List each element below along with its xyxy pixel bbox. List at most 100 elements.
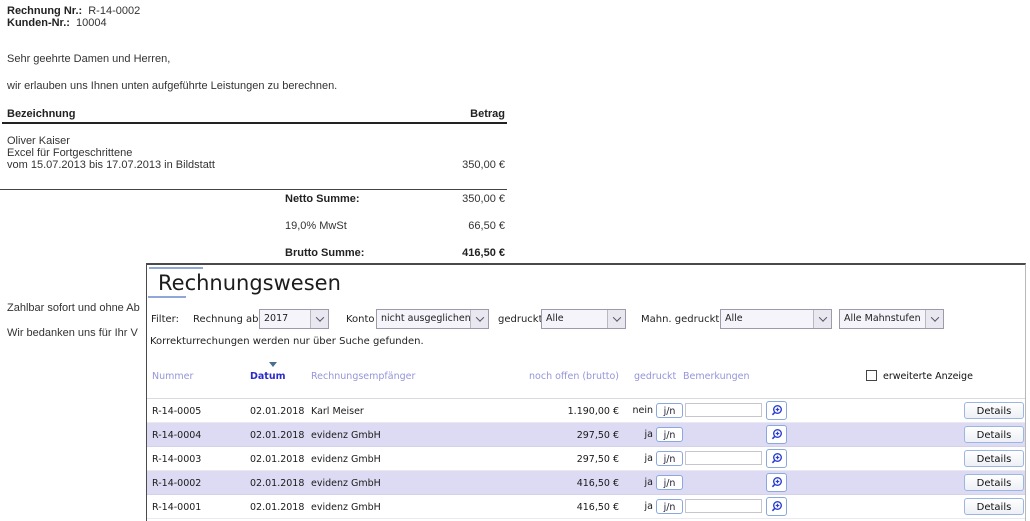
cell-datum: 02.01.2018 bbox=[250, 406, 305, 417]
jn-toggle-button[interactable]: j/n bbox=[656, 499, 683, 514]
mahnstufen-select[interactable]: Alle Mahnstufen bbox=[839, 309, 944, 329]
details-button[interactable]: Details bbox=[964, 474, 1024, 491]
cell-nummer: R-14-0002 bbox=[152, 478, 202, 489]
chevron-down-icon bbox=[925, 310, 943, 328]
rechnung-ab-value: 2017 bbox=[264, 313, 289, 324]
cell-nummer: R-14-0003 bbox=[152, 454, 202, 465]
netto-label: Netto Summe: bbox=[285, 193, 360, 205]
details-button[interactable]: Details bbox=[964, 498, 1024, 515]
details-button[interactable]: Details bbox=[964, 402, 1024, 419]
filter-mahn-gedruckt-label: Mahn. gedruckt bbox=[641, 314, 720, 325]
cell-offen-brutto: 416,50 € bbox=[576, 502, 619, 513]
invoice-number-label: Rechnung Nr.: bbox=[7, 5, 83, 17]
customer-number-line: Kunden-Nr.: 10004 bbox=[7, 17, 107, 29]
chevron-down-icon bbox=[470, 310, 488, 328]
jn-toggle-button[interactable]: j/n bbox=[656, 451, 683, 466]
cell-nummer: R-14-0004 bbox=[152, 430, 202, 441]
invoice-number-line: Rechnung Nr.: R-14-0002 bbox=[7, 5, 140, 17]
filter-gedruckt-label: gedruckt bbox=[498, 314, 543, 325]
cell-empfaenger: evidenz GmbH bbox=[311, 478, 381, 489]
magnifier-button[interactable] bbox=[766, 425, 787, 444]
gedruckt-select[interactable]: Alle bbox=[541, 309, 626, 329]
table-row: R-14-0001 02.01.2018 evidenz GmbH 416,50… bbox=[147, 495, 1025, 519]
magnifier-button[interactable] bbox=[766, 497, 787, 516]
jn-toggle-button[interactable]: j/n bbox=[656, 403, 683, 418]
magnifier-plus-icon bbox=[771, 453, 782, 464]
details-button[interactable]: Details bbox=[964, 426, 1024, 443]
item-line-1: Oliver Kaiser bbox=[7, 135, 70, 147]
chevron-down-icon bbox=[607, 310, 625, 328]
header-bemerkungen[interactable]: Bemerkungen bbox=[683, 371, 750, 382]
mahn-gedruckt-select[interactable]: Alle bbox=[720, 309, 832, 329]
erweiterte-anzeige-checkbox[interactable] bbox=[866, 370, 877, 381]
cell-offen-brutto: 1.190,00 € bbox=[567, 406, 619, 417]
cell-datum: 02.01.2018 bbox=[250, 454, 305, 465]
mwst-amount: 66,50 € bbox=[468, 220, 505, 232]
table-row: R-14-0005 02.01.2018 Karl Meiser 1.190,0… bbox=[147, 399, 1025, 423]
brutto-row: Brutto Summe: 416,50 € bbox=[285, 247, 505, 259]
cell-nummer: R-14-0001 bbox=[152, 502, 202, 513]
cell-gedruckt: ja bbox=[644, 477, 653, 488]
chevron-down-icon bbox=[813, 310, 831, 328]
mwst-label: 19,0% MwSt bbox=[285, 220, 347, 232]
item-line-3: vom 15.07.2013 bis 17.07.2013 in Bildsta… bbox=[7, 159, 215, 171]
payment-terms-line: Zahlbar sofort und ohne Ab bbox=[7, 302, 140, 314]
cell-gedruckt: ja bbox=[644, 429, 653, 440]
rechnungswesen-panel: Rechnungswesen Filter: Rechnung ab: 2017… bbox=[146, 263, 1026, 521]
title-accent-bottom bbox=[148, 296, 186, 298]
bemerkung-input[interactable] bbox=[685, 451, 762, 465]
netto-amount: 350,00 € bbox=[462, 193, 505, 205]
netto-row: Netto Summe: 350,00 € bbox=[285, 193, 505, 205]
magnifier-button[interactable] bbox=[766, 401, 787, 420]
rechnung-ab-select[interactable]: 2017 bbox=[259, 309, 329, 329]
konto-value: nicht ausgeglichen bbox=[381, 313, 470, 324]
header-datum[interactable]: Datum bbox=[250, 371, 286, 382]
filter-konto-label: Konto bbox=[346, 314, 375, 325]
panel-title: Rechnungswesen bbox=[158, 271, 341, 295]
magnifier-plus-icon bbox=[771, 477, 782, 488]
magnifier-plus-icon bbox=[771, 429, 782, 440]
magnifier-plus-icon bbox=[771, 405, 782, 416]
header-noch-offen-brutto[interactable]: noch offen (brutto) bbox=[529, 371, 619, 382]
cell-datum: 02.01.2018 bbox=[250, 502, 305, 513]
bemerkung-input[interactable] bbox=[685, 499, 762, 513]
magnifier-button[interactable] bbox=[766, 449, 787, 468]
details-button[interactable]: Details bbox=[964, 450, 1024, 467]
intro-text: wir erlauben uns Ihnen unten aufgeführte… bbox=[7, 80, 338, 92]
brutto-amount: 416,50 € bbox=[462, 247, 505, 259]
jn-toggle-button[interactable]: j/n bbox=[656, 475, 683, 490]
header-rechnungsempfaenger[interactable]: Rechnungsempfänger bbox=[311, 371, 416, 382]
thanks-line: Wir bedanken uns für Ihr V bbox=[7, 327, 138, 339]
totals-rule bbox=[0, 189, 507, 190]
table-row: R-14-0002 02.01.2018 evidenz GmbH 416,50… bbox=[147, 471, 1025, 495]
magnifier-plus-icon bbox=[771, 501, 782, 512]
mahn-gedruckt-value: Alle bbox=[725, 313, 743, 324]
mahnstufen-value: Alle Mahnstufen bbox=[844, 313, 921, 324]
header-nummer[interactable]: Nummer bbox=[152, 371, 194, 382]
title-accent-top bbox=[149, 267, 203, 269]
cell-empfaenger: evidenz GmbH bbox=[311, 430, 381, 441]
cell-gedruckt: ja bbox=[644, 453, 653, 464]
cell-gedruckt: nein bbox=[632, 405, 653, 416]
bemerkung-input[interactable] bbox=[685, 403, 762, 417]
customer-number-value: 10004 bbox=[76, 17, 107, 29]
col-betrag: Betrag bbox=[470, 108, 505, 120]
magnifier-button[interactable] bbox=[766, 473, 787, 492]
correction-note: Korrekturrechungen werden nur über Suche… bbox=[150, 336, 424, 347]
invoice-table-header: Bezeichnung Betrag bbox=[7, 108, 505, 120]
header-gedruckt[interactable]: gedruckt bbox=[634, 371, 677, 382]
table-row: R-14-0003 02.01.2018 evidenz GmbH 297,50… bbox=[147, 447, 1025, 471]
erweiterte-anzeige-label: erweiterte Anzeige bbox=[883, 371, 973, 382]
invoice-number-value: R-14-0002 bbox=[88, 5, 141, 17]
customer-number-label: Kunden-Nr.: bbox=[7, 17, 70, 29]
item-amount: 350,00 € bbox=[462, 159, 505, 171]
line-item: Oliver Kaiser Excel für Fortgeschrittene… bbox=[7, 135, 215, 171]
jn-toggle-button[interactable]: j/n bbox=[656, 427, 683, 442]
cell-gedruckt: ja bbox=[644, 501, 653, 512]
filter-label: Filter: bbox=[151, 314, 179, 325]
cell-datum: 02.01.2018 bbox=[250, 478, 305, 489]
salutation: Sehr geehrte Damen und Herren, bbox=[7, 53, 171, 65]
cell-offen-brutto: 416,50 € bbox=[576, 478, 619, 489]
konto-select[interactable]: nicht ausgeglichen bbox=[376, 309, 489, 329]
item-line-2: Excel für Fortgeschrittene bbox=[7, 147, 133, 159]
